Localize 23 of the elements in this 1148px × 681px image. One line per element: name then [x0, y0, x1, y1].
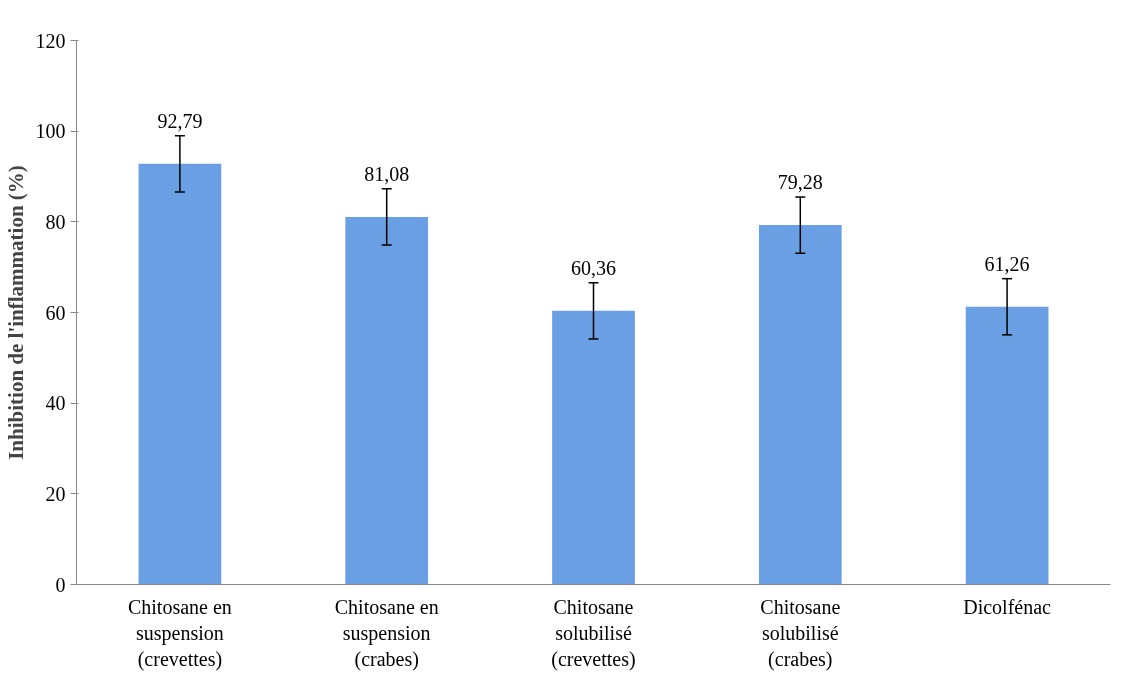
y-axis-title: Inhibition de l'inflammation (%) [3, 165, 28, 460]
y-tick-label: 60 [45, 301, 66, 324]
bar [345, 216, 429, 585]
data-label: 61,26 [984, 252, 1030, 275]
x-tick-label: Chitosane solubilisé (crevettes) [551, 595, 636, 672]
data-label: 92,79 [157, 109, 203, 132]
x-tick-label: Dicolfénac [963, 595, 1052, 618]
bar [138, 163, 222, 585]
bar [965, 306, 1049, 585]
x-tick-label: Chitosane en suspension (crevettes) [127, 595, 232, 672]
y-tick-label: 40 [45, 392, 66, 415]
data-label: 60,36 [571, 256, 616, 279]
x-tick-label: Chitosane en suspension (crabes) [334, 595, 439, 672]
y-tick-label: 80 [45, 210, 66, 233]
data-label: 81,08 [364, 162, 410, 185]
y-tick-label: 20 [45, 482, 66, 505]
bar [758, 225, 842, 585]
data-label: 79,28 [777, 170, 823, 193]
x-tick-label: Chitosane solubilisé (crabes) [760, 595, 841, 672]
y-tick-label: 120 [35, 29, 66, 52]
bar [552, 310, 635, 585]
y-tick-label: 0 [55, 573, 66, 596]
y-tick-label: 100 [35, 120, 66, 143]
